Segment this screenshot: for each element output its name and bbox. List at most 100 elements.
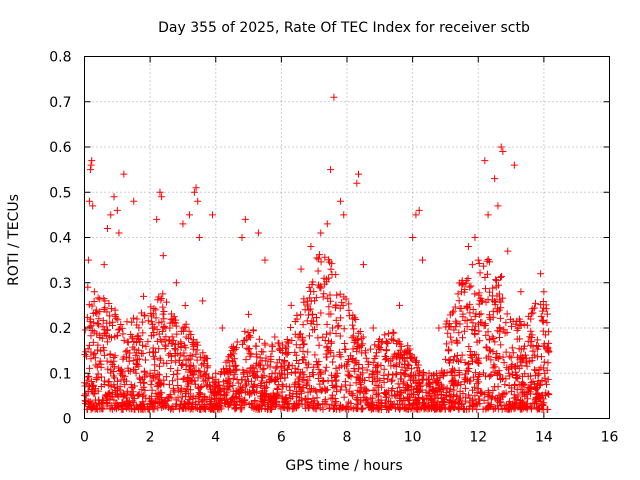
y-tick-label: 0.4 <box>49 231 71 247</box>
data-point <box>327 166 335 174</box>
data-point <box>151 355 159 363</box>
data-point <box>439 386 447 394</box>
data-point <box>287 301 295 309</box>
data-point <box>471 234 479 241</box>
data-point <box>317 229 325 237</box>
data-point <box>518 372 526 380</box>
data-point <box>238 398 246 406</box>
data-point <box>189 395 197 403</box>
data-point <box>479 297 487 305</box>
data-point <box>539 402 547 410</box>
data-point <box>534 389 542 397</box>
data-point <box>315 341 323 349</box>
data-point <box>94 346 102 354</box>
data-point <box>354 170 362 178</box>
data-point <box>524 337 532 345</box>
data-point <box>327 338 335 346</box>
data-point <box>464 367 472 375</box>
data-point <box>463 277 471 285</box>
data-point <box>341 381 349 389</box>
data-point <box>306 305 314 313</box>
data-point <box>466 283 474 291</box>
data-point <box>407 383 415 391</box>
data-point <box>168 377 176 385</box>
data-point <box>276 374 284 382</box>
data-point <box>391 405 399 413</box>
data-point <box>393 340 401 348</box>
data-point <box>283 335 291 343</box>
data-point <box>202 370 210 378</box>
data-point <box>485 352 493 360</box>
data-point <box>132 339 140 347</box>
data-point <box>345 300 353 308</box>
data-point <box>271 333 279 341</box>
data-point <box>216 395 224 403</box>
data-point <box>253 353 261 361</box>
data-point <box>258 357 266 365</box>
data-point <box>397 369 405 377</box>
data-point <box>128 384 136 392</box>
data-point <box>212 379 220 387</box>
data-point <box>388 376 396 384</box>
data-point <box>283 343 291 351</box>
data-point <box>103 224 111 232</box>
data-point <box>498 272 506 280</box>
data-point <box>466 309 474 317</box>
data-point <box>129 397 137 405</box>
data-point <box>392 363 400 371</box>
data-point <box>475 378 483 386</box>
data-point <box>118 324 126 332</box>
data-point <box>186 351 194 359</box>
data-point <box>112 405 120 413</box>
data-point <box>321 384 329 392</box>
data-point <box>149 344 157 352</box>
data-point <box>349 332 357 340</box>
data-point <box>158 318 166 326</box>
data-point <box>460 327 468 335</box>
data-point <box>120 170 128 178</box>
data-point <box>339 302 347 310</box>
data-point <box>175 356 183 364</box>
data-point <box>489 284 497 292</box>
data-point <box>302 395 310 403</box>
data-point <box>299 384 307 392</box>
data-point <box>513 326 521 334</box>
data-point <box>426 390 434 398</box>
data-point <box>388 335 396 343</box>
data-point <box>498 375 506 383</box>
data-point <box>527 327 535 335</box>
data-point <box>307 287 315 295</box>
data-point <box>160 380 168 388</box>
data-point <box>362 354 370 362</box>
data-point <box>443 340 451 348</box>
data-point <box>201 392 209 400</box>
data-point <box>370 373 378 381</box>
data-point <box>347 404 355 412</box>
data-point <box>300 371 308 379</box>
data-point <box>144 338 152 346</box>
data-point <box>369 386 377 394</box>
data-point <box>426 380 434 388</box>
data-point <box>313 313 321 321</box>
data-point <box>352 316 360 324</box>
data-point <box>291 317 299 325</box>
y-tick-label: 0 <box>63 412 72 428</box>
data-point <box>531 351 539 359</box>
data-point <box>160 323 168 331</box>
data-point <box>489 405 497 413</box>
data-point <box>86 398 94 406</box>
data-point <box>87 348 95 356</box>
data-point <box>140 379 148 387</box>
data-point <box>247 390 255 398</box>
data-point <box>519 398 527 406</box>
data-point <box>90 298 98 306</box>
data-point <box>543 319 551 327</box>
data-point <box>262 354 270 362</box>
data-point <box>174 394 182 402</box>
data-point <box>225 400 233 408</box>
data-point <box>165 351 173 359</box>
data-point <box>332 398 340 406</box>
data-point <box>377 402 385 410</box>
data-point <box>296 344 304 352</box>
data-point <box>123 338 131 346</box>
